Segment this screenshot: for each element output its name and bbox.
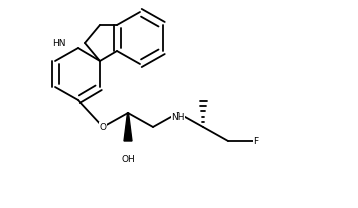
Text: OH: OH [121,155,135,164]
Text: O: O [100,123,106,131]
Text: HN: HN [53,38,66,47]
Polygon shape [124,113,132,141]
Text: NH: NH [171,114,185,123]
Text: F: F [253,136,258,146]
